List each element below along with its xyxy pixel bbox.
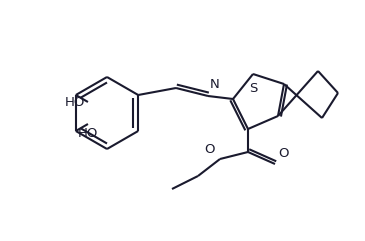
Text: S: S	[249, 82, 257, 95]
Text: HO: HO	[78, 127, 98, 140]
Text: O: O	[204, 143, 215, 156]
Text: N: N	[210, 78, 220, 91]
Text: O: O	[278, 147, 288, 160]
Text: HO: HO	[65, 95, 85, 108]
